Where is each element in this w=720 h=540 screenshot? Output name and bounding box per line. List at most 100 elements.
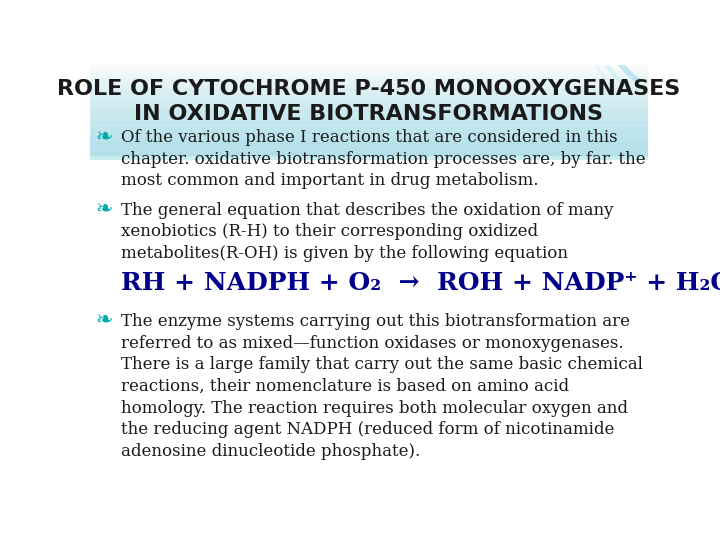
Bar [90, 154, 648, 157]
Bar [90, 154, 648, 157]
Bar [90, 154, 648, 158]
Bar [90, 125, 648, 126]
Bar [90, 131, 648, 132]
Bar [90, 82, 648, 83]
Bar [90, 132, 648, 133]
Bar [90, 129, 648, 130]
Bar [90, 156, 648, 159]
Bar [90, 110, 648, 111]
Text: the reducing agent NADPH (reduced form of nicotinamide: the reducing agent NADPH (reduced form o… [121, 421, 614, 438]
Bar [90, 94, 648, 95]
Bar [90, 156, 648, 159]
Bar [90, 99, 648, 100]
Bar [90, 155, 648, 158]
Bar [90, 154, 648, 157]
Bar [90, 156, 648, 159]
Bar [90, 154, 648, 158]
Bar [90, 71, 648, 72]
Bar [90, 85, 648, 86]
Bar [90, 154, 648, 157]
Bar [90, 156, 648, 159]
Bar [90, 156, 648, 159]
Bar [90, 148, 648, 149]
Bar [90, 155, 648, 158]
Bar [90, 155, 648, 158]
Bar [90, 92, 648, 93]
Bar [90, 153, 648, 157]
Bar [90, 96, 648, 97]
Bar [90, 137, 648, 138]
Bar [90, 154, 648, 158]
Bar [90, 153, 648, 157]
Text: ❧: ❧ [96, 311, 113, 331]
Bar [90, 155, 648, 158]
Bar [90, 124, 648, 125]
Bar [90, 154, 648, 157]
Bar [90, 145, 648, 146]
Bar [90, 156, 648, 159]
Bar [90, 154, 648, 158]
Text: RH + NADPH + O₂  →  ROH + NADP⁺ + H₂O: RH + NADPH + O₂ → ROH + NADP⁺ + H₂O [121, 271, 720, 295]
Bar [90, 81, 648, 82]
Bar [90, 83, 648, 84]
Bar [90, 89, 648, 90]
Bar [90, 118, 648, 119]
Bar [90, 126, 648, 127]
Bar [90, 153, 648, 157]
Bar [90, 150, 648, 151]
Bar [90, 154, 648, 157]
Bar [90, 156, 648, 159]
Bar [90, 74, 648, 75]
Bar [90, 153, 648, 157]
Bar [90, 123, 648, 124]
Bar [90, 102, 648, 103]
Text: There is a large family that carry out the same basic chemical: There is a large family that carry out t… [121, 356, 642, 373]
Bar [90, 153, 648, 157]
Bar [90, 156, 648, 159]
Bar [90, 156, 648, 159]
Bar [90, 154, 648, 158]
Bar [90, 91, 648, 92]
Bar [90, 87, 648, 89]
Bar [90, 153, 648, 157]
Bar [90, 140, 648, 141]
Bar [90, 113, 648, 114]
Bar [90, 154, 648, 158]
Bar [90, 127, 648, 128]
Bar [90, 156, 648, 159]
Bar [90, 84, 648, 85]
Bar [90, 105, 648, 106]
Bar [90, 90, 648, 91]
Bar [90, 122, 648, 123]
Bar [90, 156, 648, 159]
Bar [90, 155, 648, 158]
Bar [90, 153, 648, 157]
Bar [90, 106, 648, 107]
Bar [90, 98, 648, 99]
Bar [90, 156, 648, 159]
Bar [90, 155, 648, 158]
Bar [90, 156, 648, 159]
Bar [90, 155, 648, 158]
Bar [90, 154, 648, 157]
Bar [90, 154, 648, 158]
Bar [90, 156, 648, 159]
Bar [90, 154, 648, 157]
Bar [90, 156, 648, 159]
Bar [90, 156, 648, 159]
Bar [90, 155, 648, 158]
Bar [90, 143, 648, 144]
Bar [90, 156, 648, 159]
Bar [90, 130, 648, 131]
Bar [90, 156, 648, 159]
Bar [90, 154, 648, 157]
Bar [90, 144, 648, 145]
Bar [90, 154, 648, 158]
Bar [90, 109, 648, 110]
Text: reactions, their nomenclature is based on amino acid: reactions, their nomenclature is based o… [121, 378, 569, 395]
Bar [90, 154, 648, 157]
Bar [90, 154, 648, 156]
Text: ❧: ❧ [96, 127, 113, 147]
Text: adenosine dinucleotide phosphate).: adenosine dinucleotide phosphate). [121, 443, 420, 460]
Bar [90, 154, 648, 158]
